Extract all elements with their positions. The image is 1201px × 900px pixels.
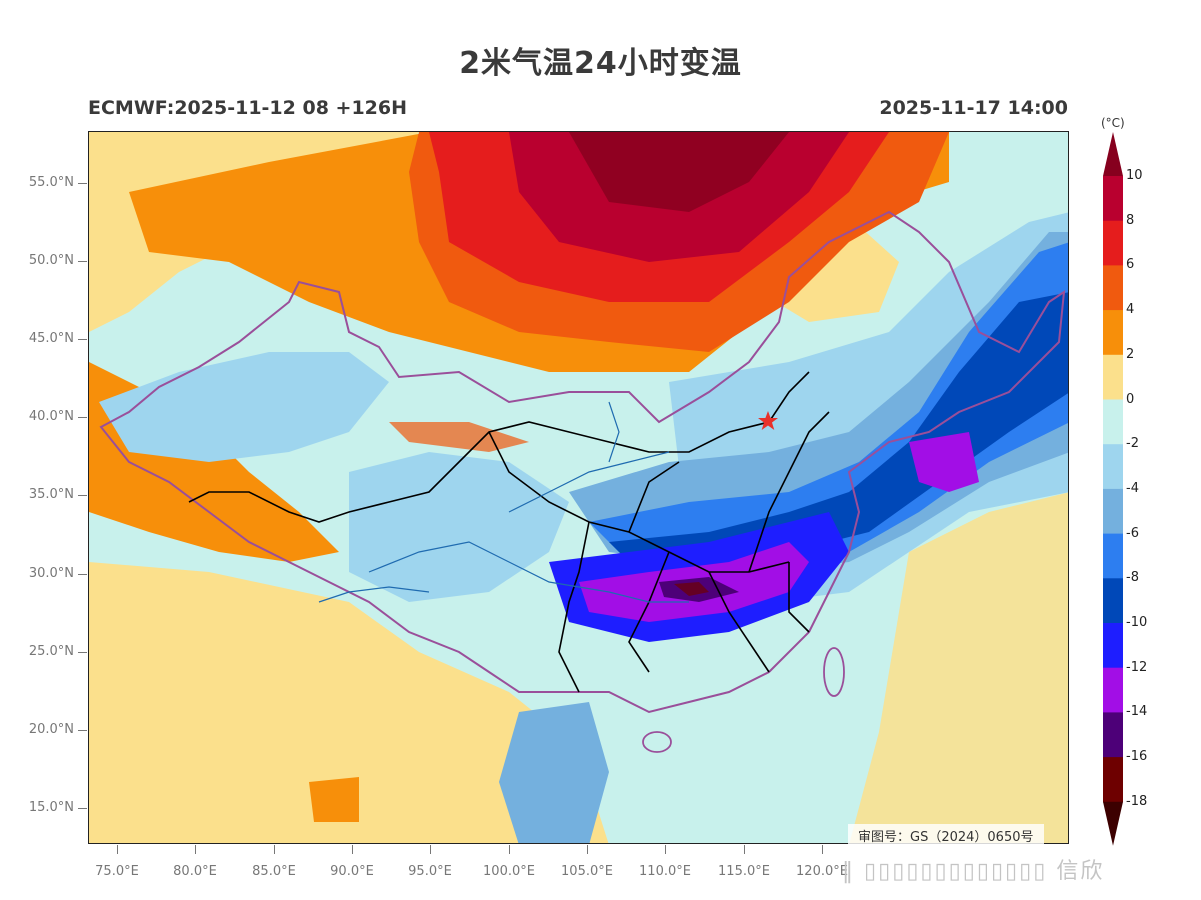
lat-tick xyxy=(78,495,87,496)
lon-tick xyxy=(665,845,666,854)
lon-label-80: 80.0°E xyxy=(173,864,217,879)
lon-label-95: 95.0°E xyxy=(408,864,452,879)
colorbar-band xyxy=(1103,488,1123,535)
colorbar-band xyxy=(1103,712,1123,758)
temperature-change-map xyxy=(89,132,1068,843)
colorbar-label: -16 xyxy=(1126,749,1148,765)
lon-tick xyxy=(274,845,275,854)
lat-tick xyxy=(78,183,87,184)
valid-time-label: 2025-11-17 14:00 xyxy=(879,97,1068,119)
hainan-outline xyxy=(642,731,672,753)
lon-tick xyxy=(195,845,196,854)
lat-label-45: 45.0°N xyxy=(28,331,74,346)
colorbar-band xyxy=(1103,176,1123,222)
lon-label-100: 100.0°E xyxy=(483,864,535,879)
colorbar-label: 6 xyxy=(1126,257,1135,273)
cold-zone-core-dark xyxy=(674,582,709,596)
lat-tick xyxy=(78,417,87,418)
lat-tick xyxy=(78,261,87,262)
colorbar-label: -4 xyxy=(1126,480,1139,496)
lon-label-110: 110.0°E xyxy=(639,864,691,879)
lat-label-15: 15.0°N xyxy=(28,800,74,815)
chart-title: 2米气温24小时变温 xyxy=(459,46,742,81)
lat-label-50: 50.0°N xyxy=(28,253,74,268)
lon-tick xyxy=(587,845,588,854)
map-approval-number: 审图号：GS（2024）0650号 xyxy=(848,824,1044,847)
colorbar-band xyxy=(1103,757,1123,803)
colorbar-band xyxy=(1103,623,1123,669)
lon-label-75: 75.0°E xyxy=(95,864,139,879)
lon-label-115: 115.0°E xyxy=(718,864,770,879)
province-borders xyxy=(188,371,830,693)
warm-maroon-core xyxy=(569,132,789,212)
watermark: ‖ ▯▯▯▯▯▯▯▯▯▯▯▯▯ 信欣 xyxy=(842,859,1105,884)
lat-label-20: 20.0°N xyxy=(28,722,74,737)
rivers xyxy=(318,401,689,603)
lon-label-105: 105.0°E xyxy=(561,864,613,879)
ocean-cool xyxy=(649,672,849,843)
lon-label-85: 85.0°E xyxy=(252,864,296,879)
lon-label-120: 120.0°E xyxy=(796,864,848,879)
lat-label-30: 30.0°N xyxy=(28,566,74,581)
colorbar-label: -18 xyxy=(1126,793,1148,809)
cold-zone-purple-sea xyxy=(909,432,979,492)
lon-tick xyxy=(509,845,510,854)
model-run-label: ECMWF:2025-11-12 08 +126H xyxy=(88,97,408,119)
colorbar-band xyxy=(1103,310,1123,356)
lon-tick xyxy=(744,845,745,854)
lon-tick xyxy=(352,845,353,854)
colorbar-band xyxy=(1103,533,1123,579)
colorbar-label: 4 xyxy=(1126,302,1135,318)
colorbar-band xyxy=(1103,667,1123,713)
star-icon xyxy=(758,411,778,430)
colorbar-label: -14 xyxy=(1126,704,1148,720)
taiwan-outline xyxy=(823,647,845,697)
colorbar-label: 8 xyxy=(1126,212,1135,228)
colorbar-band xyxy=(1103,354,1123,400)
lat-tick xyxy=(78,808,87,809)
colorbar-label: -12 xyxy=(1126,659,1148,675)
colorbar-band xyxy=(1103,578,1123,624)
warm-zone-south xyxy=(89,562,609,843)
lat-label-55: 55.0°N xyxy=(28,175,74,190)
colorbar-label: 2 xyxy=(1126,346,1135,362)
lat-label-25: 25.0°N xyxy=(28,644,74,659)
colorbar-top-arrow xyxy=(1103,132,1123,176)
colorbar-unit: (°C) xyxy=(1101,116,1125,130)
colorbar-label: -2 xyxy=(1126,436,1139,452)
lat-tick xyxy=(78,574,87,575)
lon-tick xyxy=(117,845,118,854)
map-panel[interactable] xyxy=(88,131,1069,844)
cold-zone-deep xyxy=(609,292,1068,562)
lat-tick xyxy=(78,730,87,731)
lat-tick xyxy=(78,652,87,653)
colorbar-band xyxy=(1103,220,1123,266)
national-border xyxy=(99,210,1066,714)
colorbar-band xyxy=(1103,444,1123,490)
lat-label-40: 40.0°N xyxy=(28,409,74,424)
cool-zone-xinjiang xyxy=(99,352,389,462)
colorbar-band xyxy=(1103,399,1123,445)
colorbar-label: -10 xyxy=(1126,615,1148,630)
lon-tick xyxy=(822,845,823,854)
warm-zone-south2 xyxy=(849,492,1068,843)
cool-zone-indochina xyxy=(499,702,609,843)
colorbar-label: -8 xyxy=(1126,570,1139,586)
colorbar-label: 10 xyxy=(1126,168,1143,183)
lat-tick xyxy=(78,339,87,340)
colorbar-band xyxy=(1103,265,1123,311)
lat-label-35: 35.0°N xyxy=(28,487,74,502)
colorbar-label: 0 xyxy=(1126,391,1135,407)
warm-patch-south xyxy=(309,777,359,822)
colorbar-label: -6 xyxy=(1126,525,1139,541)
colorbar-bottom-arrow xyxy=(1103,801,1123,846)
lon-label-90: 90.0°E xyxy=(330,864,374,879)
colorbar xyxy=(1103,132,1123,846)
lon-tick xyxy=(430,845,431,854)
warm-orange-band xyxy=(389,422,529,452)
